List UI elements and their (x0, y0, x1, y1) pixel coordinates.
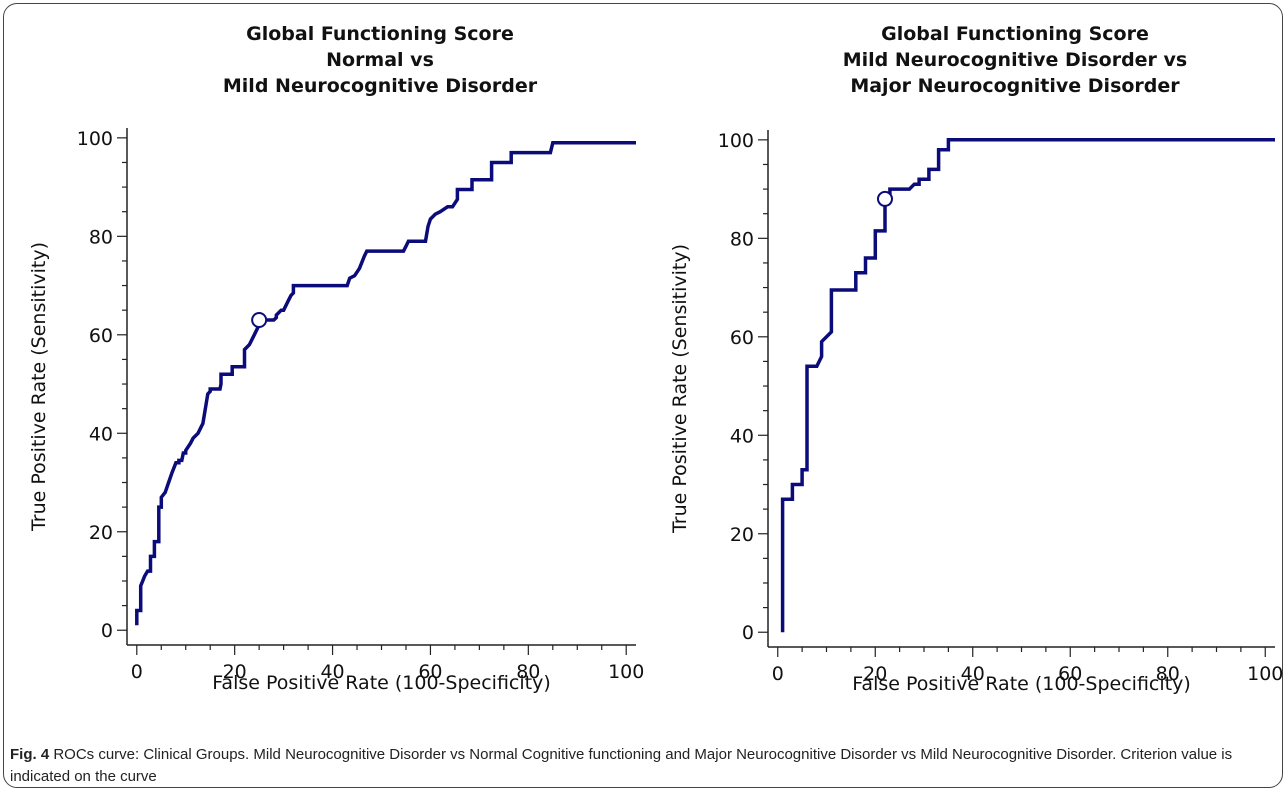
x-tick-label: 20 (223, 661, 247, 683)
y-tick-label: 80 (89, 226, 113, 248)
chart-2: Global Functioning Score Mild Neurocognit… (669, 23, 1283, 695)
y-tick-label: 100 (718, 130, 754, 152)
roc-curve (135, 141, 636, 626)
x-tick-label: 0 (772, 663, 784, 685)
x-axis-label: False Positive Rate (100-Specificity) (212, 672, 551, 694)
y-tick-label: 40 (89, 423, 113, 445)
y-tick-label: 60 (89, 325, 113, 347)
criterion-marker (877, 190, 893, 207)
y-tick-label: 60 (730, 327, 754, 349)
chart-title-line: Mild Neurocognitive Disorder vs (843, 49, 1188, 71)
figure-caption: Fig. 4 ROCs curve: Clinical Groups. Mild… (10, 744, 1270, 788)
chart-title-line: Normal vs (326, 49, 434, 71)
figure-frame (3, 3, 1283, 788)
y-tick-label: 20 (730, 524, 754, 546)
y-tick-label: 20 (89, 522, 113, 544)
figure-caption-label: Fig. 4 (10, 746, 50, 763)
x-tick-label: 40 (320, 661, 344, 683)
x-tick-label: 60 (418, 661, 442, 683)
y-axis-label: True Positive Rate (Sensitivity) (669, 244, 691, 534)
x-tick-label: 100 (1247, 663, 1283, 685)
figure-caption-text: ROCs curve: Clinical Groups. Mild Neuroc… (10, 746, 1233, 785)
x-tick-label: 100 (608, 661, 644, 683)
criterion-marker (251, 312, 268, 329)
chart-1: Global Functioning Score Normal vs Mild Ne… (28, 23, 644, 694)
y-tick-label: 80 (730, 228, 754, 250)
chart-title-line: Mild Neurocognitive Disorder (223, 75, 538, 97)
chart-title-line: Global Functioning Score (881, 23, 1149, 45)
y-tick-label: 0 (101, 620, 113, 642)
x-tick-label: 0 (131, 661, 143, 683)
y-tick-label: 100 (77, 128, 113, 150)
y-tick-label: 40 (730, 425, 754, 447)
x-tick-label: 80 (1156, 663, 1180, 685)
x-tick-label: 40 (961, 663, 985, 685)
chart-title-line: Global Functioning Score (246, 23, 514, 45)
y-axis-label: True Positive Rate (Sensitivity) (28, 242, 50, 532)
roc-curve (780, 138, 1275, 633)
x-tick-label: 80 (516, 661, 540, 683)
chart-title-line: Major Neurocognitive Disorder (850, 75, 1180, 97)
x-tick-label: 20 (863, 663, 887, 685)
x-tick-label: 60 (1058, 663, 1082, 685)
x-axis-label: False Positive Rate (100-Specificity) (852, 673, 1191, 695)
y-tick-label: 0 (742, 622, 754, 644)
charts-canvas: Global Functioning Score Normal vs Mild Ne… (28, 23, 1283, 695)
